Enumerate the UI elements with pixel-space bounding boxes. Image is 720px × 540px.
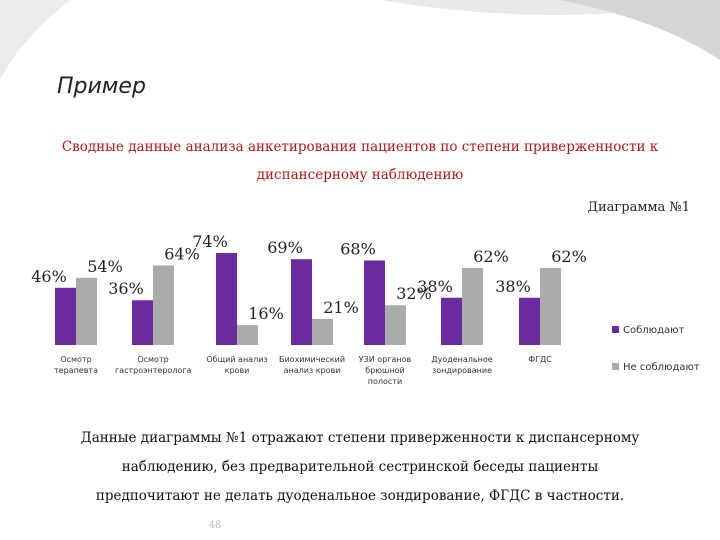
- value-label: 32%: [396, 284, 432, 303]
- bar: [76, 277, 97, 345]
- bar: [216, 253, 237, 345]
- bar: [312, 318, 333, 345]
- legend-label: Не соблюдают: [623, 362, 700, 373]
- x-tick-label: Осмотр терапевта: [54, 355, 98, 375]
- chart-title: Диаграмма №1: [587, 200, 690, 215]
- value-label: 16%: [248, 304, 284, 323]
- legend-swatch: [612, 326, 619, 333]
- value-label: 64%: [164, 244, 200, 263]
- x-tick-label: Общий анализ крови: [206, 355, 268, 375]
- x-tick-label: ФГДС: [528, 355, 552, 364]
- subtitle: диспансерному наблюдению: [257, 167, 464, 183]
- bar: [291, 259, 312, 345]
- value-label: 69%: [267, 238, 303, 257]
- bar: [55, 287, 76, 345]
- subtitle: Сводные данные анализа анкетирования пац…: [62, 139, 659, 155]
- value-label: 62%: [551, 247, 587, 266]
- value-label: 62%: [473, 247, 509, 266]
- body-text: Данные диаграммы №1 отражают степени при…: [81, 430, 640, 446]
- slide-title: Пример: [57, 74, 146, 99]
- bar: [462, 267, 483, 345]
- value-label: 54%: [87, 257, 123, 276]
- body-text: наблюдению, без предварительной сестринс…: [122, 459, 599, 475]
- value-label: 21%: [323, 298, 359, 317]
- body-text: предпочитают не делать дуоденальное зонд…: [96, 488, 624, 504]
- legend-label: Соблюдают: [623, 325, 685, 336]
- value-label: 46%: [31, 267, 67, 286]
- bar: [237, 325, 258, 345]
- bar: [385, 305, 406, 345]
- bar: [364, 260, 385, 345]
- value-label: 36%: [108, 279, 144, 298]
- x-tick-label: Биохимический анализ крови: [278, 355, 346, 375]
- decor: [0, 0, 70, 80]
- decor: [560, 0, 720, 60]
- bar: [132, 300, 153, 345]
- x-tick-label: УЗИ органов брюшной полости: [358, 355, 412, 386]
- value-label: 74%: [192, 232, 228, 251]
- x-tick-label: Дуоденальное зондирование: [431, 355, 493, 375]
- value-label: 38%: [495, 277, 531, 296]
- legend-swatch: [612, 363, 619, 370]
- value-label: 68%: [340, 239, 376, 258]
- bar: [519, 297, 540, 345]
- x-tick-label: Осмотр гастроэнтеролога: [115, 355, 192, 375]
- value-label: 38%: [417, 277, 453, 296]
- page-number: 48: [209, 520, 222, 531]
- bar: [441, 297, 462, 345]
- bar: [540, 267, 561, 345]
- bar: [153, 265, 174, 345]
